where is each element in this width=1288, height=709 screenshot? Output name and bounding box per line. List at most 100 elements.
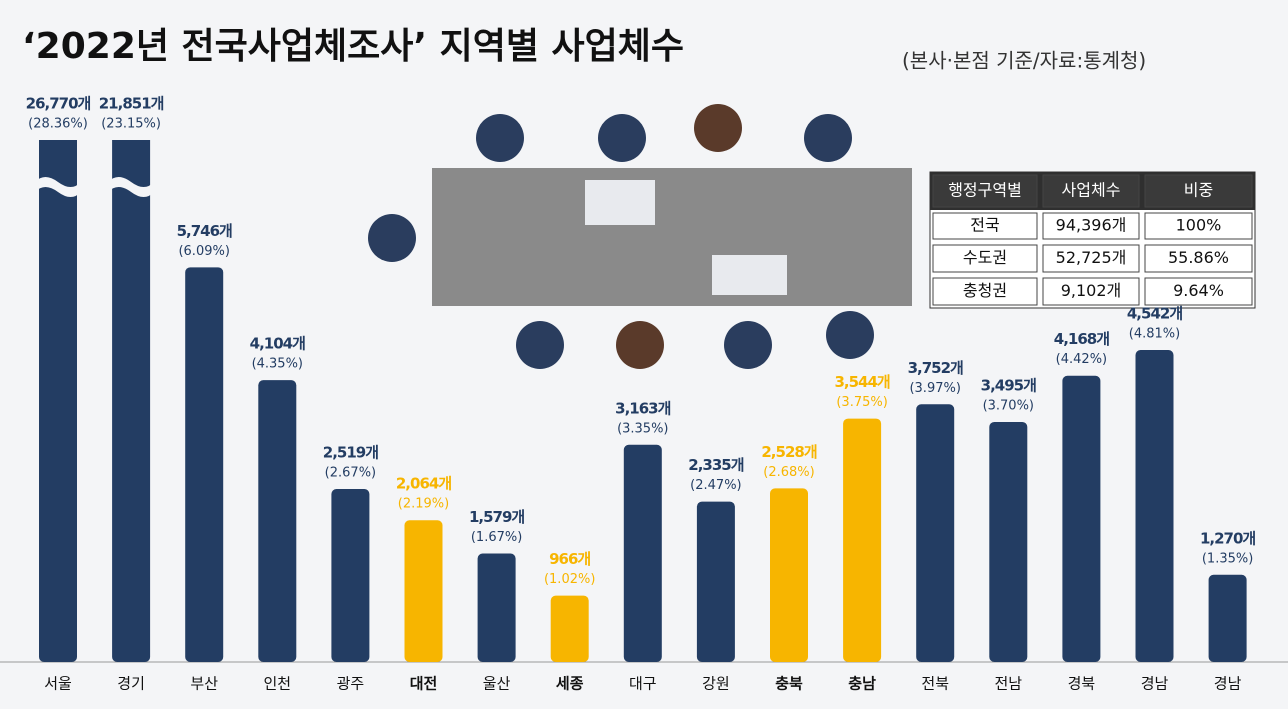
bar	[696, 501, 735, 662]
table-text: 사업체수	[1062, 181, 1121, 200]
x-tick-label: 경기	[117, 675, 145, 693]
x-tick-label: 세종	[556, 675, 584, 693]
table-cell	[932, 174, 1038, 208]
value-label: 21,851개	[99, 95, 164, 113]
x-tick-label: 울산	[483, 675, 511, 693]
person	[804, 114, 852, 162]
share-label: (4.81%)	[1129, 327, 1180, 342]
x-tick-label: 전북	[921, 675, 949, 693]
x-tick-label: 부산	[190, 675, 218, 693]
table-text: 9.64%	[1173, 281, 1224, 300]
table-cell	[1042, 277, 1140, 306]
value-label: 3,163개	[615, 399, 670, 417]
value-label: 2,335개	[688, 456, 743, 474]
person	[694, 104, 742, 152]
x-tick-label: 충남	[848, 675, 876, 693]
table-text: 9,102개	[1061, 281, 1122, 300]
table-text: 52,725개	[1056, 248, 1127, 267]
value-label: 3,495개	[981, 376, 1036, 394]
bar	[112, 140, 151, 662]
table-text: 55.86%	[1168, 248, 1229, 267]
illustration	[368, 104, 912, 369]
bar	[404, 520, 443, 662]
bar	[623, 444, 662, 662]
table-text: 수도권	[963, 248, 1007, 267]
bar	[843, 418, 882, 662]
axis-break	[35, 177, 81, 197]
x-tick-label: 대전	[410, 675, 438, 693]
bar	[185, 267, 224, 662]
share-label: (4.35%)	[252, 357, 303, 372]
bar	[1062, 375, 1101, 662]
table-text: 94,396개	[1056, 216, 1127, 235]
share-label: (3.70%)	[983, 398, 1034, 413]
table-cell	[932, 277, 1038, 306]
value-label: 5,746개	[177, 222, 232, 240]
person	[616, 321, 664, 369]
x-tick-label: 경남	[1214, 675, 1242, 693]
chart-subtitle: (본사·본점 기준/자료:통계청)	[902, 49, 1146, 73]
table-cell	[1042, 174, 1140, 208]
chart-title: ‘2022년 전국사업체조사’ 지역별 사업체수	[22, 26, 684, 67]
bar	[331, 488, 370, 662]
table-cell	[1144, 174, 1253, 208]
share-label: (1.02%)	[544, 572, 595, 587]
x-tick-label: 전남	[994, 675, 1022, 693]
value-label: 4,542개	[1127, 305, 1182, 323]
table-cell	[1144, 212, 1253, 240]
share-label: (2.19%)	[398, 497, 449, 512]
share-label: (3.35%)	[617, 421, 668, 436]
value-label: 966개	[549, 550, 590, 568]
x-tick-label: 광주	[337, 675, 365, 693]
value-label: 3,544개	[834, 373, 889, 391]
person	[516, 321, 564, 369]
share-label: (6.09%)	[178, 244, 229, 259]
table-cell	[1042, 212, 1140, 240]
value-label: 2,528개	[761, 443, 816, 461]
bar	[770, 488, 808, 662]
share-label: (23.15%)	[101, 117, 161, 132]
x-tick-label: 대구	[629, 675, 657, 693]
bar	[39, 140, 77, 662]
value-label: 3,752개	[908, 359, 963, 377]
bar	[1135, 350, 1174, 662]
person	[368, 214, 416, 262]
x-tick-label: 경남	[1141, 675, 1169, 693]
meeting-table	[432, 168, 912, 306]
value-label: 4,168개	[1054, 330, 1109, 348]
share-label: (2.68%)	[763, 465, 814, 480]
bar	[258, 380, 297, 662]
table-text: 전국	[970, 216, 999, 235]
person	[724, 321, 772, 369]
table-cell	[1042, 244, 1140, 273]
bar	[477, 553, 516, 662]
x-tick-label: 경북	[1068, 675, 1096, 693]
person	[826, 311, 874, 359]
x-tick-label: 서울	[44, 675, 72, 693]
laptop	[585, 180, 655, 225]
value-label: 2,519개	[323, 443, 378, 461]
table-cell	[1144, 244, 1253, 273]
bar	[550, 595, 589, 662]
table-cell	[932, 212, 1038, 240]
table-cell	[1144, 277, 1253, 306]
x-tick-label: 강원	[702, 675, 730, 693]
share-label: (1.67%)	[471, 530, 522, 545]
share-label: (3.75%)	[836, 395, 887, 410]
share-label: (4.42%)	[1056, 352, 1107, 367]
axis-break	[108, 177, 155, 197]
bar	[989, 421, 1028, 662]
bar	[916, 404, 955, 662]
table-text: 비중	[1184, 181, 1213, 200]
x-tick-label: 충북	[775, 675, 803, 693]
person	[598, 114, 646, 162]
share-label: (2.47%)	[690, 478, 741, 493]
value-label: 1,270개	[1200, 529, 1255, 547]
share-label: (28.36%)	[28, 117, 88, 132]
bar	[1208, 574, 1247, 662]
value-label: 1,579개	[469, 508, 524, 526]
x-tick-label: 인천	[263, 675, 291, 693]
table-text: 행정구역별	[948, 181, 1022, 200]
